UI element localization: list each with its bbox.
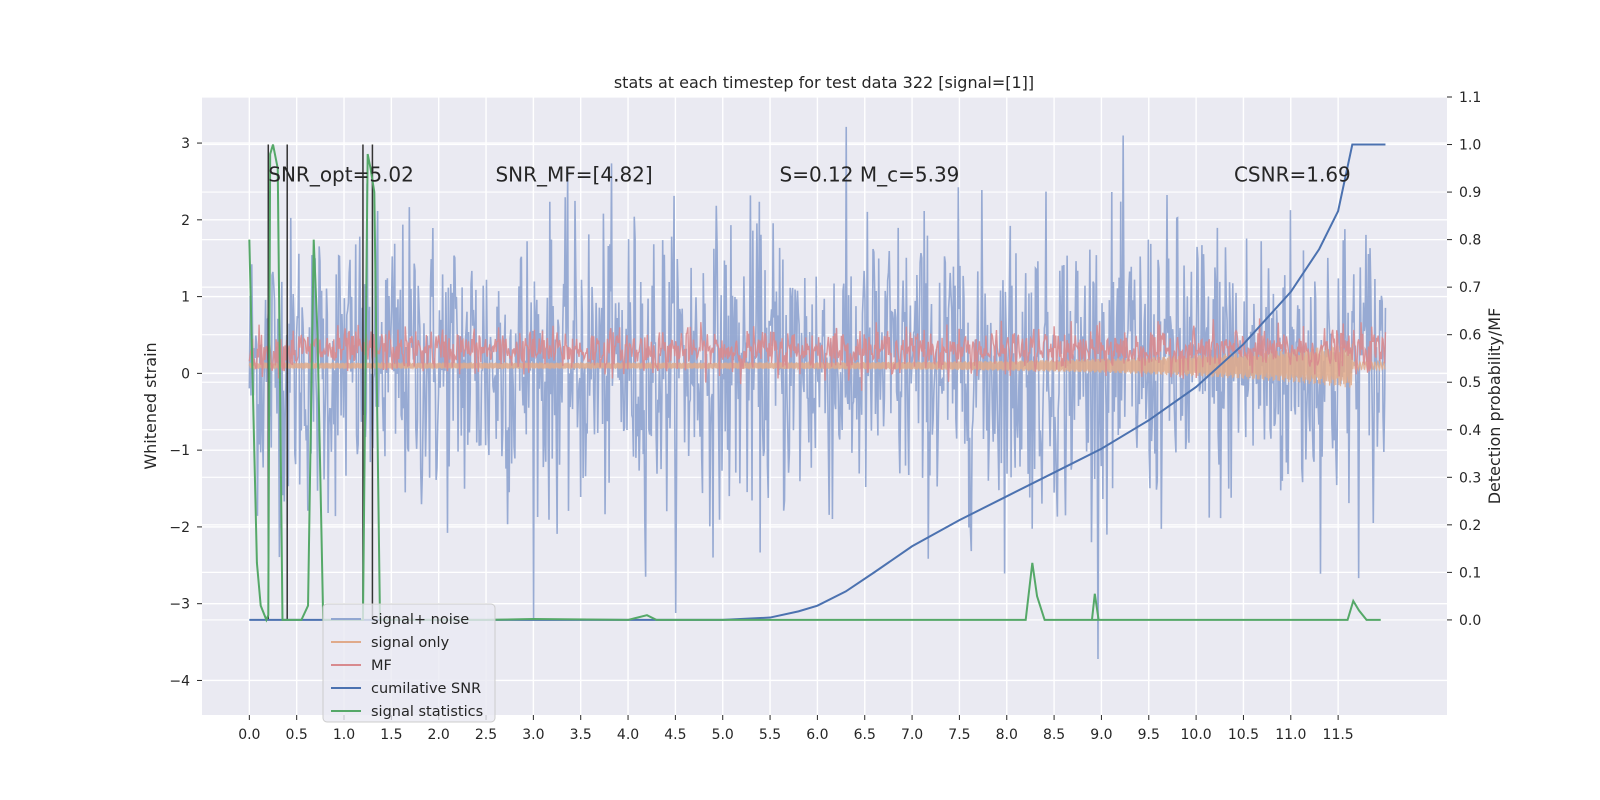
- y-tick-label: −1: [169, 443, 190, 459]
- x-tick-label: 8.5: [1043, 727, 1065, 743]
- x-tick-label: 8.0: [996, 727, 1018, 743]
- y-tick-label: 3: [181, 136, 190, 152]
- legend-entry: signal statistics: [371, 704, 483, 720]
- x-tick-label: 7.5: [948, 727, 970, 743]
- y2-tick-label: 0.4: [1459, 423, 1481, 439]
- y2-tick-label: 0.9: [1459, 185, 1481, 201]
- annotation-1: SNR_MF=[4.82]: [495, 162, 652, 186]
- x-tick-label: 6.5: [854, 727, 876, 743]
- x-tick-label: 7.0: [901, 727, 923, 743]
- y-axis-right: 0.0 0.1 0.2 0.3 0.4 0.5 0.6 0.7 0.8 0.9 1.0 1.1: [1447, 90, 1481, 629]
- y2-tick-label: 1.0: [1459, 138, 1481, 154]
- x-tick-label: 9.0: [1090, 727, 1112, 743]
- legend-entry: signal only: [371, 635, 450, 651]
- series-lines: [248, 143, 1386, 623]
- y-axis-left: −4 −3 −2 −1 0 1 2 3: [169, 136, 202, 689]
- annotation-0: SNR_opt=5.02: [268, 162, 414, 186]
- y-tick-label: −4: [169, 673, 190, 689]
- y-tick-label: 2: [181, 213, 190, 229]
- y2-tick-label: 0.0: [1459, 613, 1481, 629]
- series-signal-noise: [248, 126, 1387, 659]
- x-tick-label: 9.5: [1138, 727, 1160, 743]
- x-tick-label: 11.5: [1323, 727, 1354, 743]
- x-tick-label: 4.5: [664, 727, 686, 743]
- y-axis-label: Whitened strain: [141, 342, 160, 469]
- y2-tick-label: 0.5: [1459, 375, 1481, 391]
- y2-tick-label: 1.1: [1459, 90, 1481, 106]
- y2-axis-label: Detection probability/MF: [1485, 308, 1504, 505]
- x-tick-label: 10.0: [1181, 727, 1212, 743]
- chart-title: stats at each timestep for test data 322…: [614, 73, 1034, 92]
- x-tick-label: 0.5: [286, 727, 308, 743]
- y-tick-label: 0: [181, 366, 190, 382]
- x-tick-label: 4.0: [617, 727, 639, 743]
- x-tick-label: 1.5: [380, 727, 402, 743]
- x-tick-label: 3.0: [522, 727, 544, 743]
- annotation-3: CSNR=1.69: [1234, 162, 1351, 186]
- annotation-2: S=0.12 M_c=5.39: [780, 162, 960, 186]
- legend-entry: signal+ noise: [371, 612, 469, 628]
- x-tick-label: 0.0: [238, 727, 260, 743]
- y-tick-label: 1: [181, 290, 190, 306]
- x-tick-label: 10.5: [1228, 727, 1259, 743]
- x-tick-label: 2.0: [428, 727, 450, 743]
- x-tick-label: 1.0: [333, 727, 355, 743]
- y2-tick-label: 0.7: [1459, 280, 1481, 296]
- y2-tick-label: 0.1: [1459, 565, 1481, 581]
- x-tick-label: 2.5: [475, 727, 497, 743]
- legend: signal+ noise signal only MF cumilative SNR…: [322, 603, 496, 723]
- strain-traces: [248, 126, 1387, 659]
- x-tick-label: 5.0: [712, 727, 734, 743]
- y-tick-label: −3: [169, 597, 190, 613]
- y2-tick-label: 0.2: [1459, 518, 1481, 534]
- series-signal-statistics: [248, 144, 1381, 623]
- y-tick-label: −2: [169, 520, 190, 536]
- y2-tick-label: 0.6: [1459, 328, 1481, 344]
- y2-tick-label: 0.8: [1459, 233, 1481, 249]
- legend-box: [322, 603, 496, 723]
- annotations: SNR_opt=5.02 SNR_MF=[4.82] S=0.12 M_c=5.39…: [268, 162, 1351, 186]
- legend-entry: MF: [371, 658, 392, 674]
- x-axis: 0.0 0.5 1.0 1.5 2.0 2.5 3.0 3.5 4.0 4.5 5.0 5.5 6.0 6…: [238, 715, 1354, 743]
- x-tick-label: 3.5: [570, 727, 592, 743]
- x-tick-label: 11.0: [1275, 727, 1306, 743]
- y2-tick-label: 0.3: [1459, 470, 1481, 486]
- series-mf: [248, 318, 1387, 391]
- x-tick-label: 5.5: [759, 727, 781, 743]
- legend-entry: cumilative SNR: [371, 681, 481, 697]
- x-tick-label: 6.0: [806, 727, 828, 743]
